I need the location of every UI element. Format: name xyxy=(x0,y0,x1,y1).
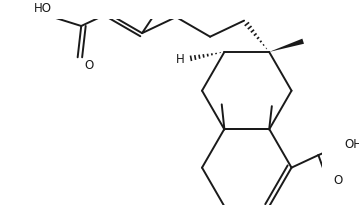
Text: HO: HO xyxy=(34,2,52,15)
Polygon shape xyxy=(269,39,304,52)
Text: H: H xyxy=(176,53,185,66)
Text: O: O xyxy=(85,59,94,72)
Text: OH: OH xyxy=(344,138,359,151)
Text: O: O xyxy=(334,174,343,187)
